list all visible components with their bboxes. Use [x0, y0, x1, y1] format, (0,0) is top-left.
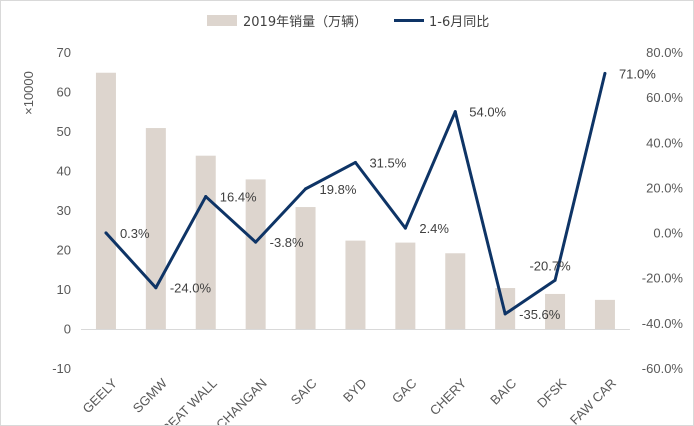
data-label: 31.5%: [369, 155, 406, 170]
line-point: [553, 278, 557, 282]
right-tick-label: 80.0%: [646, 45, 683, 60]
data-label: 16.4%: [220, 190, 257, 205]
bar: [195, 155, 216, 330]
data-label: 0.3%: [120, 226, 150, 241]
line-series: [104, 71, 607, 316]
left-tick-label: 20: [57, 243, 71, 258]
left-axis-title: ×10000: [21, 71, 36, 115]
data-label: -3.8%: [270, 235, 304, 250]
line-point: [603, 71, 607, 75]
data-label: -20.7%: [529, 258, 571, 273]
left-tick-label: 70: [57, 45, 71, 60]
data-label: 19.8%: [320, 182, 357, 197]
x-tick-label: GEELY: [79, 375, 120, 416]
line-point: [453, 110, 457, 114]
line-point: [154, 286, 158, 290]
left-tick-label: 10: [57, 282, 71, 297]
x-tick-label: CHERY: [427, 375, 470, 418]
x-tick-label: SGMW: [130, 375, 171, 416]
left-tick-label: 30: [57, 203, 71, 218]
x-tick-label: FAW CAR: [567, 376, 619, 425]
left-tick-label: 50: [57, 124, 71, 139]
bar: [395, 242, 416, 330]
x-tick-label: CHANGAN: [213, 376, 270, 425]
left-axis-ticks: -10 0 10 20 30 40 50 60 70: [52, 45, 71, 376]
legend-line-label: 1-6月同比: [429, 15, 489, 30]
line-point: [204, 195, 208, 199]
line-point: [503, 312, 507, 316]
bar: [345, 240, 366, 330]
left-tick-label: 40: [57, 164, 71, 179]
x-tick-label: SAIC: [288, 376, 320, 408]
x-tick-label: DFSK: [534, 375, 569, 410]
line-point: [104, 231, 108, 235]
data-label: -35.6%: [519, 307, 561, 322]
right-tick-label: 0.0%: [653, 226, 683, 241]
bar: [295, 207, 316, 330]
legend-bar-label: 2019年销量（万辆）: [243, 15, 367, 30]
right-tick-label: -40.0%: [642, 316, 684, 331]
line-point: [353, 160, 357, 164]
left-tick-label: 60: [57, 85, 71, 100]
x-tick-label: BYD: [340, 376, 370, 406]
data-label: 71.0%: [619, 66, 656, 81]
data-label: 2.4%: [419, 221, 449, 236]
data-labels: 0.3% -24.0% 16.4% -3.8% 19.8% 31.5% 2.4% 54.0% -…: [120, 66, 656, 322]
right-axis-ticks: -60.0% -40.0% -20.0% 0.0% 20.0% 40.0% 60.0% 80.…: [642, 45, 684, 376]
bar: [245, 179, 266, 330]
legend-bar-swatch: [207, 15, 237, 26]
line-point: [403, 226, 407, 230]
bar: [95, 72, 116, 330]
right-tick-label: 20.0%: [646, 180, 683, 195]
line-point: [254, 240, 258, 244]
right-tick-label: 60.0%: [646, 90, 683, 105]
bar: [545, 293, 566, 330]
right-tick-label: 40.0%: [646, 135, 683, 150]
line-point: [304, 187, 308, 191]
data-label: 54.0%: [469, 105, 506, 120]
bar: [445, 253, 466, 330]
legend: 2019年销量（万辆） 1-6月同比: [207, 15, 489, 30]
right-tick-label: -60.0%: [642, 361, 684, 376]
left-tick-label: 0: [64, 322, 71, 337]
data-label: -24.0%: [170, 281, 212, 296]
right-tick-label: -20.0%: [642, 271, 684, 286]
bar: [594, 299, 615, 330]
x-tick-label: GAC: [389, 376, 420, 407]
left-tick-label: -10: [52, 361, 71, 376]
x-tick-label: BAIC: [487, 376, 519, 408]
